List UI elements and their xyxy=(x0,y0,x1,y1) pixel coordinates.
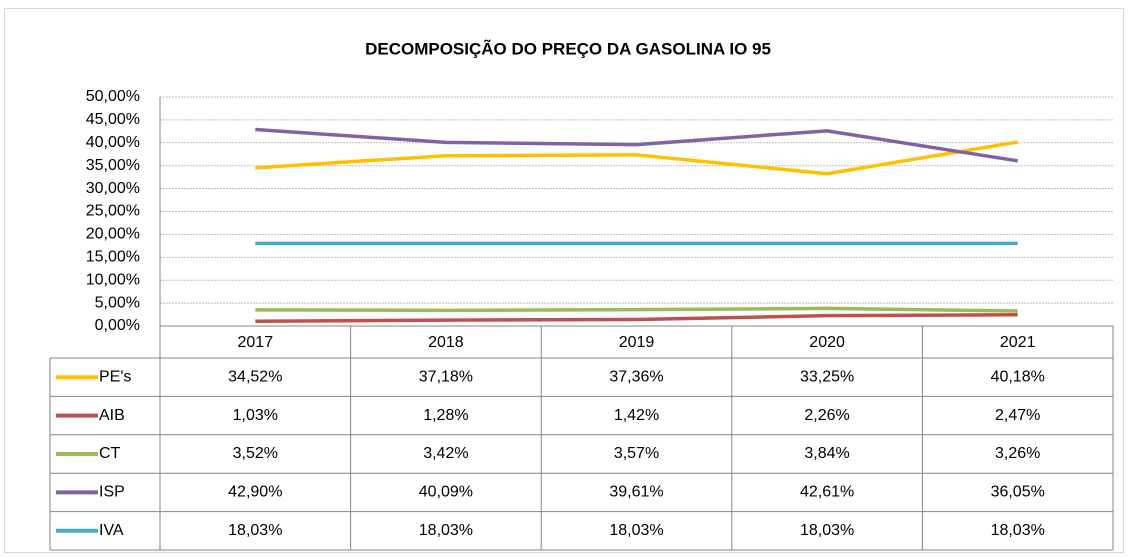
y-tick-label: 0,00% xyxy=(95,317,140,334)
table-value: 3,26% xyxy=(995,445,1040,462)
y-tick-label: 35,00% xyxy=(86,157,140,174)
series-line xyxy=(255,140,1018,176)
table-value: 18,03% xyxy=(419,522,473,539)
legend-label: CT xyxy=(99,445,121,462)
table-value: 40,09% xyxy=(419,484,473,501)
table-value: 18,03% xyxy=(991,522,1045,539)
table-value: 18,03% xyxy=(800,522,854,539)
table-value: 36,05% xyxy=(991,484,1045,501)
table-value: 3,42% xyxy=(423,445,468,462)
table-value: 3,84% xyxy=(804,445,849,462)
x-tick-label: 2017 xyxy=(238,334,274,351)
table-value: 42,90% xyxy=(228,484,282,501)
table-value: 40,18% xyxy=(991,368,1045,385)
series-line xyxy=(255,127,1018,163)
y-tick-label: 5,00% xyxy=(95,294,140,311)
y-tick-label: 10,00% xyxy=(86,271,140,288)
table-value: 42,61% xyxy=(800,484,854,501)
legend-label: IVA xyxy=(99,522,124,539)
table-value: 2,47% xyxy=(995,407,1040,424)
table-value: 1,28% xyxy=(423,407,468,424)
table-value: 1,42% xyxy=(614,407,659,424)
table-value: 3,52% xyxy=(233,445,278,462)
table-value: 18,03% xyxy=(228,522,282,539)
y-tick-label: 25,00% xyxy=(86,203,140,220)
chart-title: DECOMPOSIÇÃO DO PREÇO DA GASOLINA IO 95 xyxy=(365,38,771,58)
legend-label: ISP xyxy=(99,484,125,501)
series-line xyxy=(255,312,1018,324)
y-tick-label: 20,00% xyxy=(86,226,140,243)
x-tick-label: 2020 xyxy=(809,334,845,351)
y-tick-label: 45,00% xyxy=(86,111,140,128)
legend-label: PE's xyxy=(99,368,131,385)
table-value: 1,03% xyxy=(233,407,278,424)
table-value: 39,61% xyxy=(609,484,663,501)
x-tick-label: 2021 xyxy=(1000,334,1036,351)
x-tick-label: 2018 xyxy=(428,334,464,351)
y-tick-label: 30,00% xyxy=(86,180,140,197)
table-value: 37,18% xyxy=(419,368,473,385)
x-tick-label: 2019 xyxy=(619,334,655,351)
legend-label: AIB xyxy=(99,407,125,424)
table-value: 2,26% xyxy=(804,407,849,424)
table-value: 34,52% xyxy=(228,368,282,385)
y-tick-label: 15,00% xyxy=(86,249,140,266)
table-value: 18,03% xyxy=(609,522,663,539)
table-value: 3,57% xyxy=(614,445,659,462)
y-tick-label: 40,00% xyxy=(86,134,140,151)
table-value: 37,36% xyxy=(609,368,663,385)
series-line xyxy=(255,306,1018,313)
y-tick-label: 50,00% xyxy=(86,88,140,105)
table-value: 33,25% xyxy=(800,368,854,385)
